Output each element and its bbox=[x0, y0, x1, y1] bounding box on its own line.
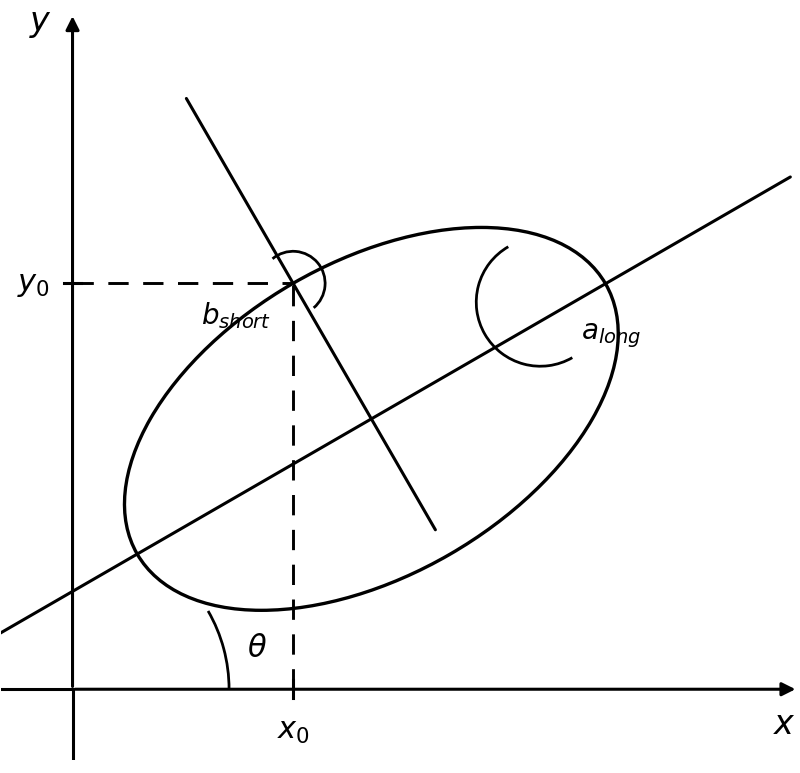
Text: $y_0$: $y_0$ bbox=[17, 267, 50, 299]
Text: $\theta$: $\theta$ bbox=[247, 633, 267, 664]
Text: $y$: $y$ bbox=[29, 8, 52, 40]
Text: $b_{short}$: $b_{short}$ bbox=[202, 300, 272, 331]
Text: $x$: $x$ bbox=[773, 709, 795, 741]
Text: $x_0$: $x_0$ bbox=[277, 715, 310, 746]
Text: $a_{long}$: $a_{long}$ bbox=[581, 322, 641, 350]
